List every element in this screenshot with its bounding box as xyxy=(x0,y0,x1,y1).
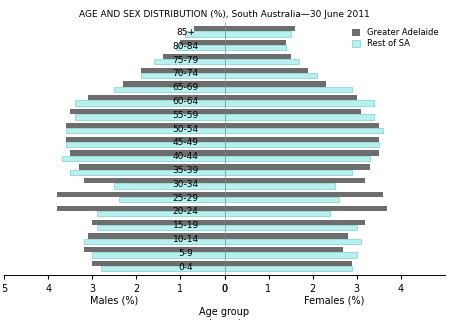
Bar xyxy=(224,128,383,133)
Bar xyxy=(224,164,370,170)
Bar xyxy=(224,233,348,239)
Bar xyxy=(75,100,224,106)
Bar xyxy=(224,220,365,225)
Bar xyxy=(224,266,352,271)
Bar xyxy=(70,170,224,175)
Bar xyxy=(224,81,326,87)
Bar xyxy=(141,68,224,73)
Bar xyxy=(57,192,224,197)
Bar xyxy=(224,123,379,128)
Bar xyxy=(119,197,224,202)
Bar xyxy=(70,150,224,156)
Bar xyxy=(224,178,365,183)
Bar xyxy=(224,142,379,147)
Bar xyxy=(141,73,224,78)
Bar xyxy=(224,45,286,51)
Bar xyxy=(224,31,291,36)
Legend: Greater Adelaide, Rest of SA: Greater Adelaide, Rest of SA xyxy=(350,27,440,50)
Bar xyxy=(66,142,224,147)
Bar xyxy=(92,220,225,225)
Bar xyxy=(92,252,225,258)
Bar xyxy=(176,45,224,51)
Text: Age group
(years): Age group (years) xyxy=(199,307,250,320)
X-axis label: Females (%): Females (%) xyxy=(304,296,365,306)
Bar xyxy=(224,73,317,78)
Bar xyxy=(224,87,352,92)
Bar xyxy=(97,211,224,216)
Bar xyxy=(224,197,339,202)
Bar xyxy=(224,192,383,197)
Bar xyxy=(66,123,224,128)
Bar xyxy=(75,114,224,119)
Bar xyxy=(224,252,357,258)
Bar xyxy=(224,68,308,73)
Bar xyxy=(224,261,352,266)
Bar xyxy=(92,261,225,266)
Bar xyxy=(70,109,224,114)
Bar xyxy=(224,183,335,188)
Bar xyxy=(101,266,224,271)
Bar xyxy=(114,87,224,92)
X-axis label: Males (%): Males (%) xyxy=(90,296,139,306)
Bar xyxy=(224,26,295,31)
Bar xyxy=(224,150,379,156)
Bar xyxy=(84,239,224,244)
Bar xyxy=(88,233,224,239)
Bar xyxy=(224,211,330,216)
Bar xyxy=(123,81,224,87)
Bar xyxy=(224,54,291,59)
Bar xyxy=(114,183,224,188)
Text: AGE AND SEX DISTRIBUTION (%), South Australia—30 June 2011: AGE AND SEX DISTRIBUTION (%), South Aust… xyxy=(79,10,370,19)
Bar xyxy=(84,247,224,252)
Bar xyxy=(224,206,387,211)
Bar xyxy=(79,164,224,170)
Bar xyxy=(97,225,224,230)
Bar xyxy=(224,225,357,230)
Bar xyxy=(194,26,224,31)
Bar xyxy=(57,206,224,211)
Bar xyxy=(224,114,374,119)
Bar xyxy=(88,95,224,100)
Bar xyxy=(224,247,343,252)
Bar xyxy=(224,100,374,106)
Bar xyxy=(154,59,224,64)
Bar xyxy=(224,156,370,161)
Bar xyxy=(224,137,379,142)
Bar xyxy=(224,40,286,45)
Bar xyxy=(180,40,224,45)
Bar xyxy=(185,31,224,36)
Bar xyxy=(224,109,361,114)
Bar xyxy=(224,95,357,100)
Bar xyxy=(224,59,299,64)
Bar xyxy=(224,239,361,244)
Bar xyxy=(163,54,224,59)
Bar xyxy=(66,128,224,133)
Bar xyxy=(66,137,224,142)
Bar xyxy=(84,178,224,183)
Bar xyxy=(224,170,352,175)
Bar xyxy=(62,156,224,161)
